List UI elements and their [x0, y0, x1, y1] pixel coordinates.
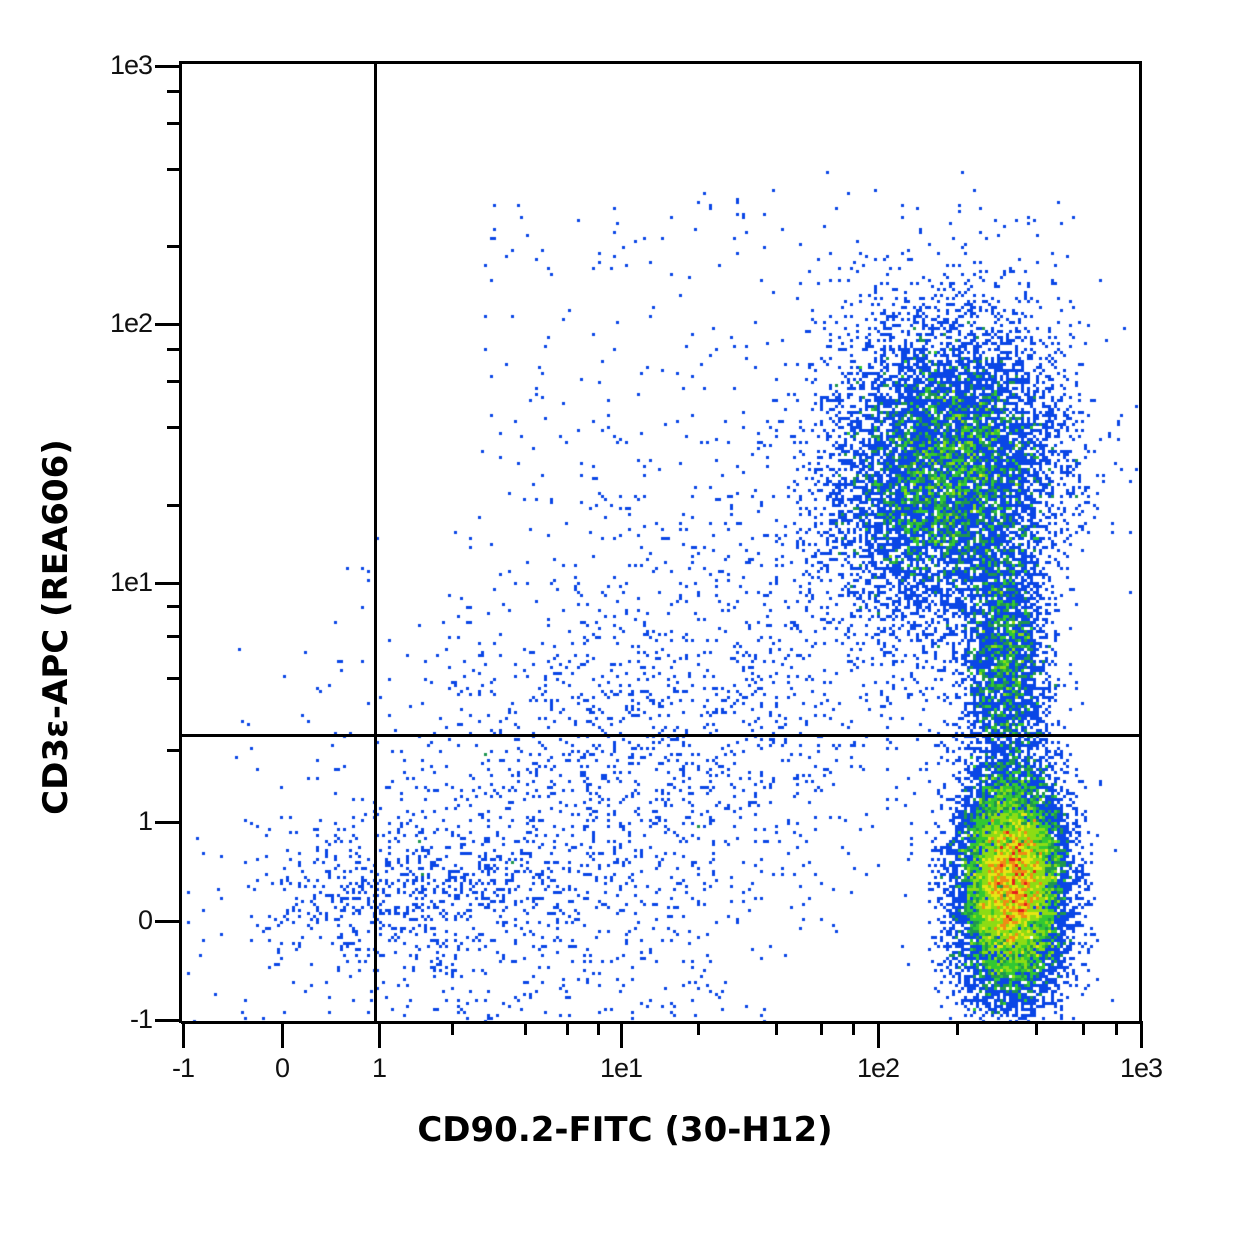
axis-tick [155, 65, 180, 68]
quadrant-gate-horizontal[interactable] [181, 734, 1141, 737]
x-tick-label: 1e1 [599, 1053, 643, 1083]
axis-tick [155, 821, 180, 824]
axis-tick [956, 1022, 959, 1035]
axis-tick [597, 1022, 600, 1035]
x-tick-label: 1e2 [856, 1053, 900, 1083]
axis-tick [775, 1022, 778, 1035]
axis-tick [451, 1022, 454, 1035]
axis-tick [852, 1022, 855, 1035]
axis-tick [1082, 1022, 1085, 1035]
y-tick-label: 0 [137, 904, 153, 935]
axis-tick [1115, 1022, 1118, 1035]
axis-tick [167, 426, 180, 429]
y-axis-title: CD3ε-APC (REA606) [36, 439, 76, 815]
x-tick-label: -1 [171, 1053, 195, 1083]
y-tick-label: 1e2 [109, 307, 153, 338]
x-tick-label: 1e3 [1119, 1053, 1163, 1083]
axis-tick [167, 635, 180, 638]
axis-tick [167, 348, 180, 351]
axis-tick [155, 582, 180, 585]
y-tick-label: -1 [129, 1003, 153, 1034]
axis-tick [167, 245, 180, 248]
axis-tick [820, 1022, 823, 1035]
x-axis-title: CD90.2-FITC (30-H12) [417, 1110, 833, 1150]
axis-tick [167, 749, 180, 752]
axis-tick [167, 677, 180, 680]
y-axis-line [179, 61, 182, 1023]
plot-frame [180, 61, 1142, 1022]
y-tick-label: 1e1 [109, 566, 153, 597]
axis-tick [697, 1022, 700, 1035]
axis-tick [167, 90, 180, 93]
axis-tick [1140, 1022, 1143, 1048]
x-tick-label: 1 [371, 1053, 387, 1083]
axis-tick [167, 605, 180, 608]
axis-tick [877, 1022, 880, 1048]
y-tick-label: 1e3 [109, 49, 153, 80]
axis-tick [167, 168, 180, 171]
axis-tick [182, 1022, 185, 1048]
axis-tick [524, 1022, 527, 1035]
axis-tick [167, 122, 180, 125]
axis-tick [155, 920, 180, 923]
axis-tick [378, 1022, 381, 1048]
y-tick-label: 1 [137, 805, 153, 836]
x-tick-label: 0 [274, 1053, 290, 1083]
axis-tick [167, 504, 180, 507]
axis-tick [281, 1022, 284, 1048]
axis-tick [1035, 1022, 1038, 1035]
axis-tick [620, 1022, 623, 1048]
axis-tick [167, 380, 180, 383]
axis-tick [155, 323, 180, 326]
quadrant-gate-vertical[interactable] [374, 63, 377, 1021]
x-axis-line [181, 1021, 1143, 1024]
axis-tick [566, 1022, 569, 1035]
axis-tick [155, 1019, 180, 1022]
